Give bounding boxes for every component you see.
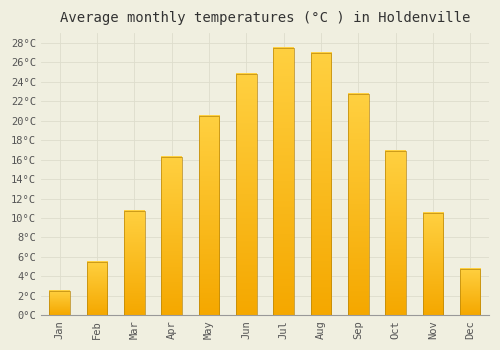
Bar [236,74,256,315]
Bar [422,213,443,315]
Bar [162,157,182,315]
Bar [348,93,368,315]
Bar [274,48,294,315]
Bar [198,116,219,315]
Bar [86,262,107,315]
Bar [386,151,406,315]
Bar [50,291,70,315]
Bar [310,52,331,315]
Bar [124,211,144,315]
Title: Average monthly temperatures (°C ) in Holdenville: Average monthly temperatures (°C ) in Ho… [60,11,470,25]
Bar [460,268,480,315]
